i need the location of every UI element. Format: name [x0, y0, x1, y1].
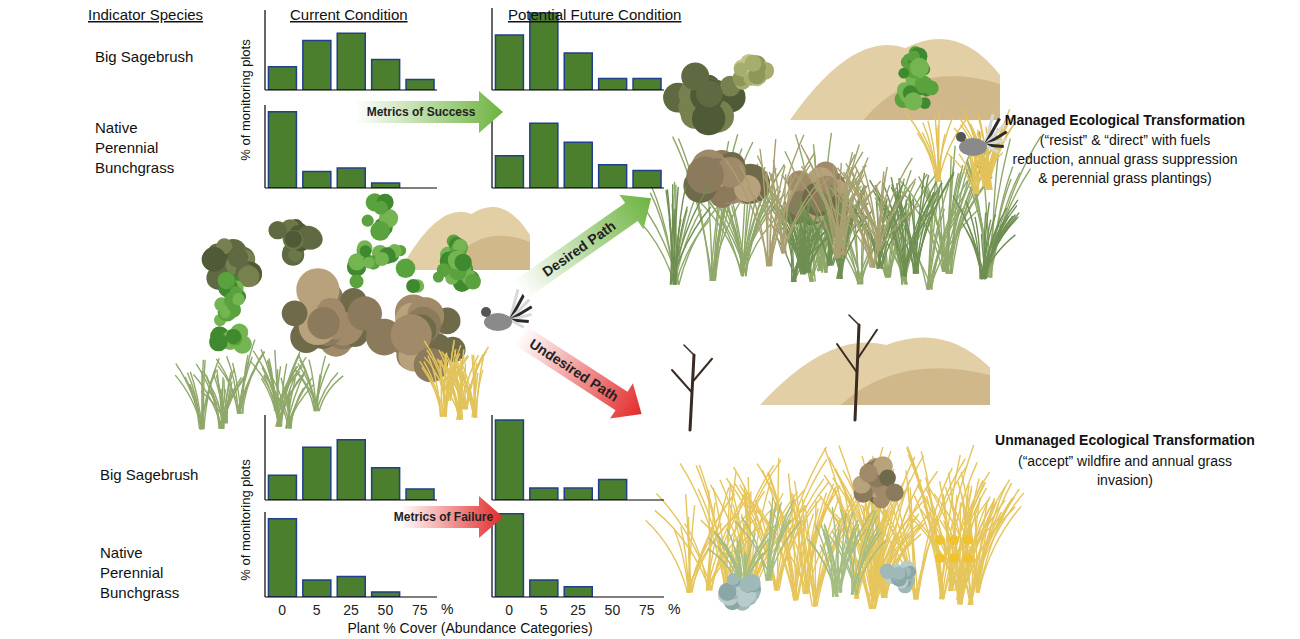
- svg-text:75: 75: [412, 602, 428, 618]
- svg-text:Desired Path: Desired Path: [539, 218, 618, 280]
- svg-text:Plant % Cover (Abundance Categ: Plant % Cover (Abundance Categories): [347, 620, 592, 636]
- svg-text:Indicator Species: Indicator Species: [88, 6, 203, 23]
- svg-text:25: 25: [343, 602, 359, 618]
- svg-text:25: 25: [570, 602, 586, 618]
- svg-text:& perennial grass plantings): & perennial grass plantings): [1038, 170, 1212, 186]
- svg-text:Native: Native: [100, 544, 143, 561]
- svg-text:Potential Future Condition: Potential Future Condition: [508, 6, 681, 23]
- svg-text:Current Condition: Current Condition: [290, 6, 408, 23]
- svg-text:0: 0: [505, 602, 513, 618]
- svg-text:Native: Native: [95, 119, 138, 136]
- svg-text:Managed Ecological Transformat: Managed Ecological Transformation: [1005, 112, 1245, 128]
- svg-text:Big Sagebrush: Big Sagebrush: [100, 466, 198, 483]
- svg-text:reduction, annual grass suppre: reduction, annual grass suppression: [1013, 151, 1238, 167]
- svg-text:50: 50: [378, 602, 394, 618]
- svg-text:% of monitoring plots: % of monitoring plots: [238, 39, 253, 161]
- svg-text:Bunchgrass: Bunchgrass: [100, 584, 179, 601]
- svg-text:Perennial: Perennial: [95, 139, 158, 156]
- svg-text:(“accept” wildfire and annual: (“accept” wildfire and annual grass: [1018, 453, 1232, 469]
- svg-text:0: 0: [278, 602, 286, 618]
- svg-text:(“resist” & “direct” with fuel: (“resist” & “direct” with fuels: [1040, 132, 1210, 148]
- svg-text:Metrics of Failure: Metrics of Failure: [394, 510, 494, 524]
- svg-text:Bunchgrass: Bunchgrass: [95, 159, 174, 176]
- svg-text:%: %: [668, 601, 680, 617]
- svg-text:5: 5: [313, 602, 321, 618]
- svg-text:%: %: [441, 601, 453, 617]
- svg-text:invasion): invasion): [1097, 472, 1153, 488]
- svg-text:Undesired Path: Undesired Path: [527, 335, 622, 404]
- svg-text:Unmanaged Ecological Transform: Unmanaged Ecological Transformation: [995, 432, 1255, 448]
- svg-text:Metrics of Success: Metrics of Success: [367, 105, 476, 119]
- svg-text:% of monitoring plots: % of monitoring plots: [238, 459, 253, 581]
- svg-text:Perennial: Perennial: [100, 564, 163, 581]
- svg-text:50: 50: [605, 602, 621, 618]
- svg-text:Big Sagebrush: Big Sagebrush: [95, 48, 193, 65]
- svg-text:75: 75: [639, 602, 655, 618]
- svg-text:5: 5: [540, 602, 548, 618]
